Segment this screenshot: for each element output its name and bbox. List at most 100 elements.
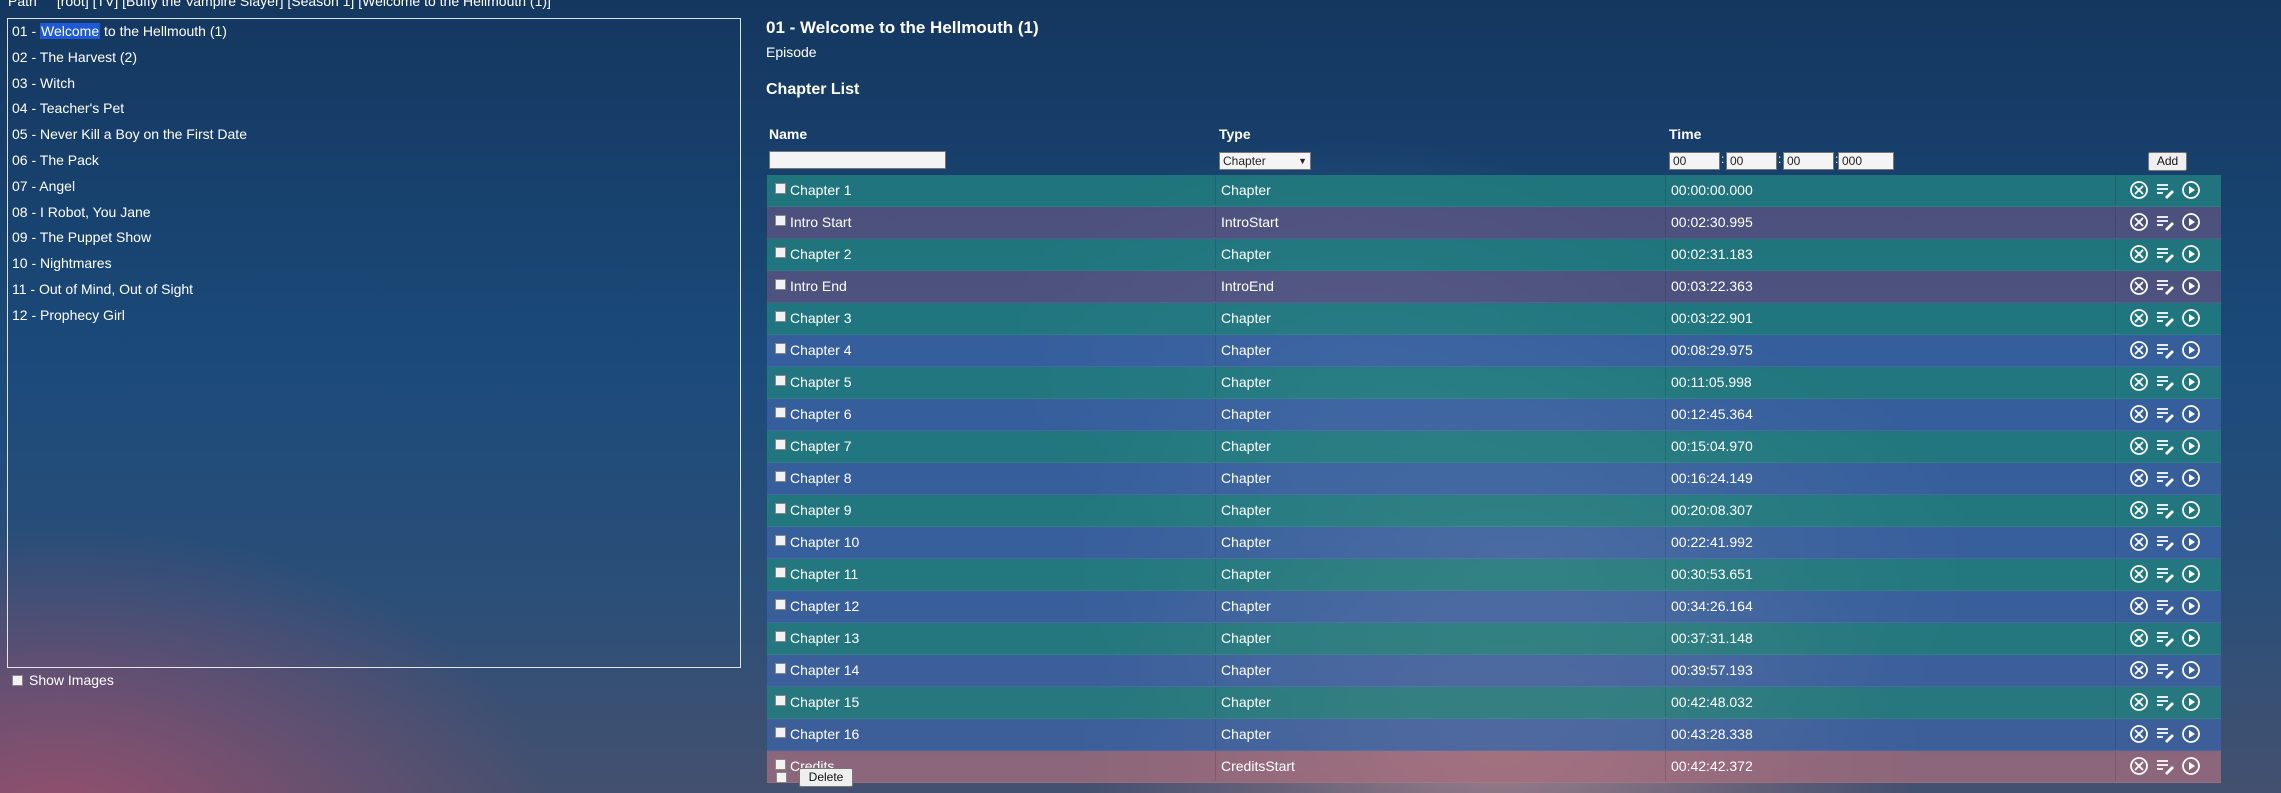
play-icon[interactable] — [2181, 628, 2201, 648]
play-icon[interactable] — [2181, 276, 2201, 296]
edit-icon[interactable] — [2155, 500, 2175, 520]
delete-button[interactable]: Delete — [799, 768, 853, 787]
row-checkbox[interactable] — [775, 598, 786, 610]
delete-icon[interactable] — [2129, 244, 2149, 264]
delete-icon[interactable] — [2129, 500, 2149, 520]
row-checkbox[interactable] — [775, 406, 786, 418]
delete-icon[interactable] — [2129, 724, 2149, 744]
delete-icon[interactable] — [2129, 692, 2149, 712]
play-icon[interactable] — [2181, 660, 2201, 680]
delete-icon[interactable] — [2129, 660, 2149, 680]
play-icon[interactable] — [2181, 692, 2201, 712]
play-icon[interactable] — [2181, 468, 2201, 488]
row-checkbox[interactable] — [775, 470, 786, 482]
episode-item[interactable]: 12 - Prophecy Girl — [8, 303, 740, 329]
row-checkbox[interactable] — [775, 438, 786, 450]
edit-icon[interactable] — [2155, 660, 2175, 680]
delete-icon[interactable] — [2129, 596, 2149, 616]
delete-icon[interactable] — [2129, 468, 2149, 488]
row-checkbox[interactable] — [775, 182, 786, 194]
episode-item[interactable]: 02 - The Harvest (2) — [8, 45, 740, 71]
select-all-checkbox[interactable] — [776, 772, 787, 783]
row-checkbox[interactable] — [775, 630, 786, 642]
edit-icon[interactable] — [2155, 628, 2175, 648]
edit-icon[interactable] — [2155, 244, 2175, 264]
delete-icon[interactable] — [2129, 532, 2149, 552]
row-checkbox[interactable] — [775, 214, 786, 226]
add-chapter-button[interactable]: Add — [2148, 152, 2187, 171]
row-checkbox[interactable] — [775, 694, 786, 706]
episode-item[interactable]: 07 - Angel — [8, 174, 740, 200]
delete-icon[interactable] — [2129, 308, 2149, 328]
row-checkbox[interactable] — [775, 534, 786, 546]
play-icon[interactable] — [2181, 180, 2201, 200]
edit-icon[interactable] — [2155, 564, 2175, 584]
delete-icon[interactable] — [2129, 628, 2149, 648]
edit-icon[interactable] — [2155, 276, 2175, 296]
new-chapter-name-input[interactable] — [769, 151, 946, 169]
row-checkbox[interactable] — [775, 758, 786, 770]
show-images-checkbox[interactable] — [12, 674, 23, 686]
delete-icon[interactable] — [2129, 180, 2149, 200]
episode-item[interactable]: 04 - Teacher's Pet — [8, 96, 740, 122]
play-icon[interactable] — [2181, 436, 2201, 456]
edit-icon[interactable] — [2155, 340, 2175, 360]
row-checkbox[interactable] — [775, 502, 786, 514]
edit-icon[interactable] — [2155, 372, 2175, 392]
edit-icon[interactable] — [2155, 468, 2175, 488]
episode-item[interactable]: 05 - Never Kill a Boy on the First Date — [8, 122, 740, 148]
episode-item[interactable]: 11 - Out of Mind, Out of Sight — [8, 277, 740, 303]
row-checkbox[interactable] — [775, 662, 786, 674]
time-milliseconds-input[interactable] — [1838, 152, 1894, 170]
delete-icon[interactable] — [2129, 756, 2149, 776]
row-checkbox[interactable] — [775, 246, 786, 258]
edit-icon[interactable] — [2155, 724, 2175, 744]
episode-item[interactable]: 09 - The Puppet Show — [8, 225, 740, 251]
episode-item[interactable]: 03 - Witch — [8, 71, 740, 97]
row-checkbox[interactable] — [775, 278, 786, 290]
play-icon[interactable] — [2181, 244, 2201, 264]
show-images-option[interactable]: Show Images — [12, 672, 114, 688]
delete-icon[interactable] — [2129, 212, 2149, 232]
row-checkbox[interactable] — [775, 566, 786, 578]
play-icon[interactable] — [2181, 372, 2201, 392]
edit-icon[interactable] — [2155, 180, 2175, 200]
row-checkbox[interactable] — [775, 342, 786, 354]
row-checkbox[interactable] — [775, 374, 786, 386]
row-checkbox[interactable] — [775, 726, 786, 738]
time-seconds-input[interactable] — [1783, 152, 1834, 170]
edit-icon[interactable] — [2155, 532, 2175, 552]
edit-icon[interactable] — [2155, 404, 2175, 424]
play-icon[interactable] — [2181, 308, 2201, 328]
episode-item[interactable]: 06 - The Pack — [8, 148, 740, 174]
play-icon[interactable] — [2181, 404, 2201, 424]
time-hours-input[interactable] — [1669, 152, 1720, 170]
episode-list[interactable]: 01 - Welcome to the Hellmouth (1) 02 - Th… — [7, 18, 741, 668]
time-minutes-input[interactable] — [1726, 152, 1777, 170]
episode-item[interactable]: 01 - Welcome to the Hellmouth (1) — [8, 19, 740, 45]
delete-icon[interactable] — [2129, 372, 2149, 392]
play-icon[interactable] — [2181, 756, 2201, 776]
edit-icon[interactable] — [2155, 692, 2175, 712]
edit-icon[interactable] — [2155, 212, 2175, 232]
edit-icon[interactable] — [2155, 756, 2175, 776]
play-icon[interactable] — [2181, 564, 2201, 584]
edit-icon[interactable] — [2155, 436, 2175, 456]
delete-icon[interactable] — [2129, 436, 2149, 456]
play-icon[interactable] — [2181, 596, 2201, 616]
play-icon[interactable] — [2181, 532, 2201, 552]
play-icon[interactable] — [2181, 724, 2201, 744]
delete-icon[interactable] — [2129, 340, 2149, 360]
new-chapter-type-select[interactable]: Chapter ▼ — [1219, 152, 1311, 170]
edit-icon[interactable] — [2155, 308, 2175, 328]
edit-icon[interactable] — [2155, 596, 2175, 616]
play-icon[interactable] — [2181, 340, 2201, 360]
delete-icon[interactable] — [2129, 404, 2149, 424]
row-checkbox[interactable] — [775, 310, 786, 322]
episode-item[interactable]: 10 - Nightmares — [8, 251, 740, 277]
play-icon[interactable] — [2181, 500, 2201, 520]
play-icon[interactable] — [2181, 212, 2201, 232]
delete-icon[interactable] — [2129, 276, 2149, 296]
episode-item[interactable]: 08 - I Robot, You Jane — [8, 200, 740, 226]
delete-icon[interactable] — [2129, 564, 2149, 584]
